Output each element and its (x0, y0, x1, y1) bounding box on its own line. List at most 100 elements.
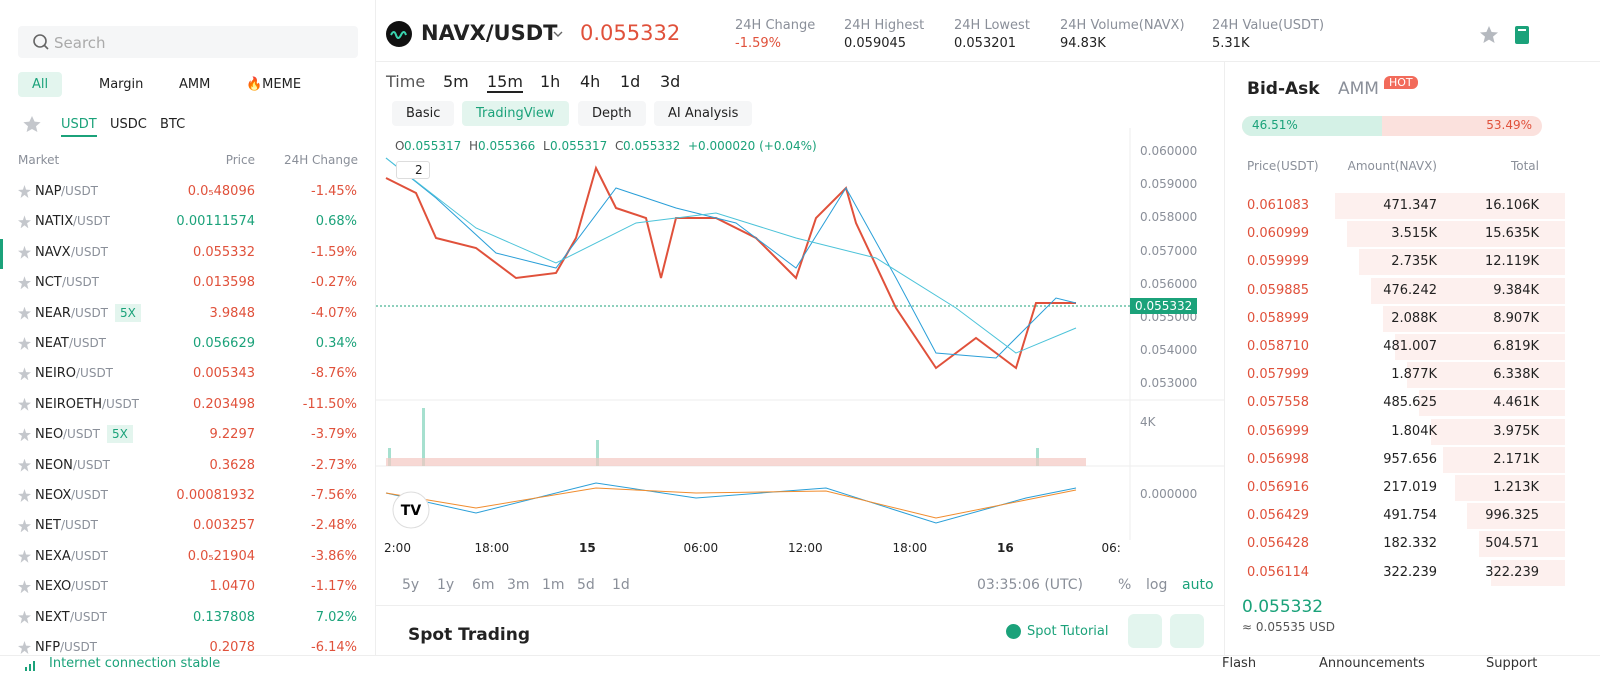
market-change: -3.86% (311, 548, 357, 564)
ohlc-key: C (615, 139, 624, 153)
market-base[interactable]: NEO (35, 427, 64, 443)
hot-badge: HOT (1384, 76, 1418, 89)
book-icon[interactable] (1512, 24, 1532, 46)
time-axis-label: 06: (1101, 541, 1121, 555)
interval[interactable]: 1d (620, 72, 641, 91)
ask-price[interactable]: 0.056998 (1247, 451, 1310, 467)
market-quote: /USDT (73, 214, 111, 229)
market-quote: /USDT (71, 305, 109, 320)
chart-view[interactable]: AI Analysis (654, 101, 753, 126)
market-base[interactable]: NAP (35, 184, 62, 199)
ask-price[interactable]: 0.059999 (1247, 254, 1310, 270)
book-last-price: 0.055332 (1242, 597, 1324, 617)
ask-price[interactable]: 0.056429 (1247, 508, 1310, 524)
interval[interactable]: 4h (580, 72, 601, 91)
market-tab[interactable]: AMM (179, 77, 211, 92)
market-price: 0.003257 (192, 518, 255, 534)
ask-price[interactable]: 0.056428 (1247, 536, 1310, 552)
range[interactable]: 1y (437, 577, 455, 593)
column-header[interactable]: Market (18, 153, 60, 167)
pair-caret[interactable] (552, 28, 564, 40)
market-base[interactable]: NEIRO (35, 366, 77, 382)
footer (0, 655, 1600, 688)
ask-price[interactable]: 0.056916 (1247, 480, 1310, 495)
market-change: -1.17% (311, 579, 357, 595)
market-base[interactable]: NAVX (35, 244, 71, 260)
market-base[interactable]: NEON (35, 457, 73, 473)
column-header[interactable]: 24H Change (283, 153, 358, 167)
book-tab[interactable]: Bid-Ask (1247, 79, 1320, 99)
market-base[interactable]: NET (35, 518, 61, 534)
ask-price[interactable]: 0.057999 (1247, 367, 1310, 383)
chart-view[interactable]: Basic (392, 101, 455, 126)
market-base[interactable]: NEXA (35, 548, 71, 564)
ask-price[interactable]: 0.056999 (1247, 423, 1310, 439)
pair-name[interactable]: NAVX/USDT (421, 21, 558, 45)
range[interactable]: 6m (472, 577, 495, 593)
settings-button[interactable] (1170, 614, 1204, 648)
leverage-badge: 5X (115, 303, 141, 322)
market-base[interactable]: NEOX (35, 488, 72, 503)
range[interactable]: 5y (402, 577, 420, 593)
footer-link[interactable]: Announcements (1319, 656, 1425, 671)
market-base[interactable]: NATIX (35, 214, 74, 230)
interval[interactable]: 1h (540, 72, 561, 91)
stat-label: 24H Volume(NAVX) (1060, 18, 1185, 33)
market-base[interactable]: NCT (35, 275, 62, 291)
scale-option[interactable]: log (1146, 577, 1168, 593)
footer-link[interactable]: Support (1486, 656, 1538, 671)
ask-price[interactable]: 0.060999 (1247, 226, 1310, 242)
scale-option[interactable]: % (1118, 577, 1132, 593)
market-tab[interactable]: All (18, 72, 63, 97)
market-base[interactable]: NEAT (35, 336, 69, 351)
book-tab[interactable]: AMM (1338, 79, 1379, 99)
market-base[interactable]: NFP (35, 640, 61, 655)
ask-price[interactable]: 0.059885 (1247, 282, 1310, 298)
star-filter[interactable] (22, 115, 42, 133)
market-base[interactable]: NEXO (35, 579, 72, 595)
interval[interactable]: 3d (660, 72, 681, 91)
market-base[interactable]: NEIROETH (35, 396, 102, 412)
divider (1224, 62, 1225, 655)
range[interactable]: 1m (542, 577, 565, 593)
interval[interactable]: 15m (487, 72, 523, 93)
search-box[interactable] (18, 26, 358, 58)
range[interactable]: 3m (507, 577, 530, 593)
quote-tab[interactable]: USDT (61, 117, 97, 137)
chart-view[interactable]: Depth (578, 101, 646, 126)
market-base[interactable]: NEAR (35, 305, 71, 321)
ask-amount: 182.332 (1383, 536, 1437, 552)
market-tab[interactable]: 🔥MEME (246, 77, 302, 92)
price-axis-label: 0.058000 (1140, 210, 1198, 225)
quote-tab[interactable]: USDC (110, 117, 147, 132)
interval[interactable]: 5m (443, 72, 469, 91)
ask-amount: 1.877K (1391, 367, 1437, 383)
market-base[interactable]: NEXT (35, 609, 70, 625)
footer-link[interactable]: Flash (1222, 656, 1257, 671)
indicator-count[interactable]: 2 (396, 161, 430, 179)
pie-button[interactable] (1128, 614, 1162, 648)
ask-price[interactable]: 0.057558 (1247, 395, 1310, 411)
ask-price[interactable]: 0.056114 (1247, 564, 1310, 580)
quote-tab[interactable]: BTC (160, 117, 186, 132)
range[interactable]: 1d (612, 577, 630, 593)
stat-label: 24H Change (735, 18, 816, 33)
market-quote: /USDT (69, 336, 107, 350)
spot-tutorial[interactable]: Spot Tutorial (1027, 624, 1109, 639)
scale-option[interactable]: auto (1182, 577, 1214, 593)
ask-total: 8.907K (1493, 310, 1539, 326)
range[interactable]: 5d (577, 577, 595, 593)
ask-price[interactable]: 0.058710 (1247, 339, 1310, 354)
ask-price[interactable]: 0.061083 (1247, 198, 1310, 213)
ask-price[interactable]: 0.058999 (1247, 310, 1310, 326)
interval[interactable]: Time (386, 72, 426, 91)
market-tab[interactable]: Margin (99, 77, 144, 92)
market-price: 0.0₅21904 (187, 548, 255, 564)
ask-ratio: 53.49% (1486, 118, 1532, 132)
market-price: 1.0470 (209, 579, 256, 595)
chart-view[interactable]: TradingView (462, 101, 569, 126)
favorite-icon[interactable] (1478, 24, 1500, 46)
column-header[interactable]: Price (225, 153, 255, 167)
market-change: -7.56% (311, 488, 357, 503)
coin-logo (386, 21, 412, 47)
